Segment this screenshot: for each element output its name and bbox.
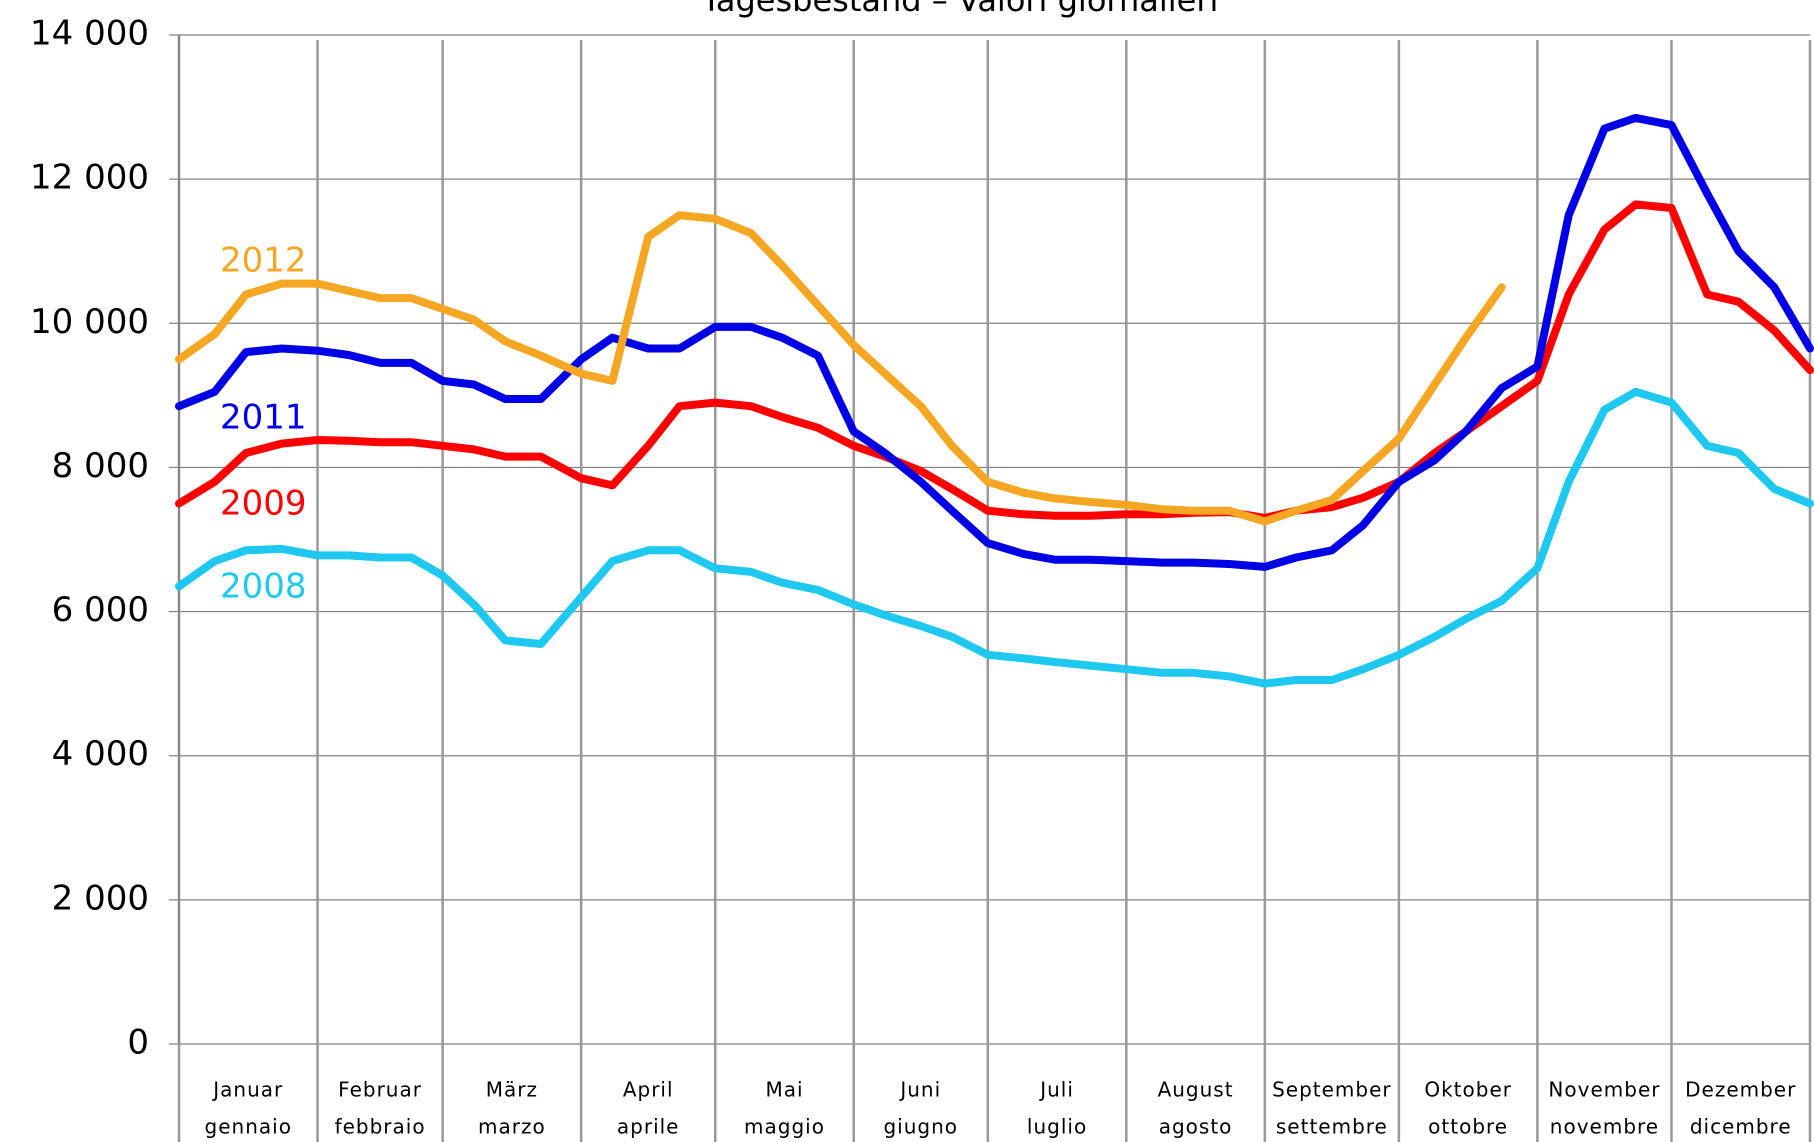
y-tick-label: 0 <box>127 1023 149 1063</box>
x-tick-label: Februar <box>338 1078 422 1102</box>
series-label: 2012 <box>220 241 307 281</box>
x-tick-label: November <box>1548 1078 1660 1102</box>
x-tick-label: maggio <box>744 1115 825 1139</box>
x-tick-label: April <box>623 1078 674 1102</box>
y-tick-label: 14 000 <box>30 14 149 54</box>
series-line <box>175 113 1814 571</box>
x-tick-label: ottobre <box>1428 1115 1508 1139</box>
y-tick-label: 4 000 <box>52 734 149 774</box>
x-tick-label: Juli <box>1038 1078 1074 1102</box>
x-tick-label: settembre <box>1276 1115 1388 1139</box>
x-tick-label: febbraio <box>335 1115 426 1139</box>
series-line <box>175 200 1814 522</box>
x-tick-label: Juni <box>898 1078 941 1102</box>
y-tick-label: 2 000 <box>52 878 149 918</box>
x-tick-label: aprile <box>617 1115 680 1139</box>
series-line <box>175 211 1506 526</box>
x-tick-label: Januar <box>211 1078 283 1102</box>
series-label: 2009 <box>220 484 307 524</box>
series-label: 2011 <box>220 398 307 438</box>
y-tick-label: 6 000 <box>52 590 149 630</box>
y-tick-label: 12 000 <box>30 158 149 198</box>
x-tick-label: August <box>1158 1078 1234 1102</box>
x-tick-label: September <box>1272 1078 1392 1102</box>
y-tick-label: 10 000 <box>30 302 149 342</box>
x-tick-label: marzo <box>478 1115 546 1139</box>
x-tick-label: giugno <box>883 1115 958 1139</box>
x-tick-label: agosto <box>1159 1115 1233 1139</box>
x-tick-label: novembre <box>1550 1115 1659 1139</box>
x-tick-label: gennaio <box>205 1115 292 1139</box>
x-tick-label: luglio <box>1027 1115 1087 1139</box>
series-line <box>175 387 1814 688</box>
series-label: 2008 <box>220 567 307 607</box>
chart-title: Tagesbestand – Valori giornalieri <box>701 0 1219 19</box>
x-tick-label: Dezember <box>1685 1078 1796 1102</box>
x-tick-label: Mai <box>765 1078 803 1102</box>
x-tick-label: März <box>486 1078 538 1102</box>
y-tick-label: 8 000 <box>52 446 149 486</box>
x-tick-label: Oktober <box>1424 1078 1512 1102</box>
x-tick-label: dicembre <box>1690 1115 1792 1139</box>
